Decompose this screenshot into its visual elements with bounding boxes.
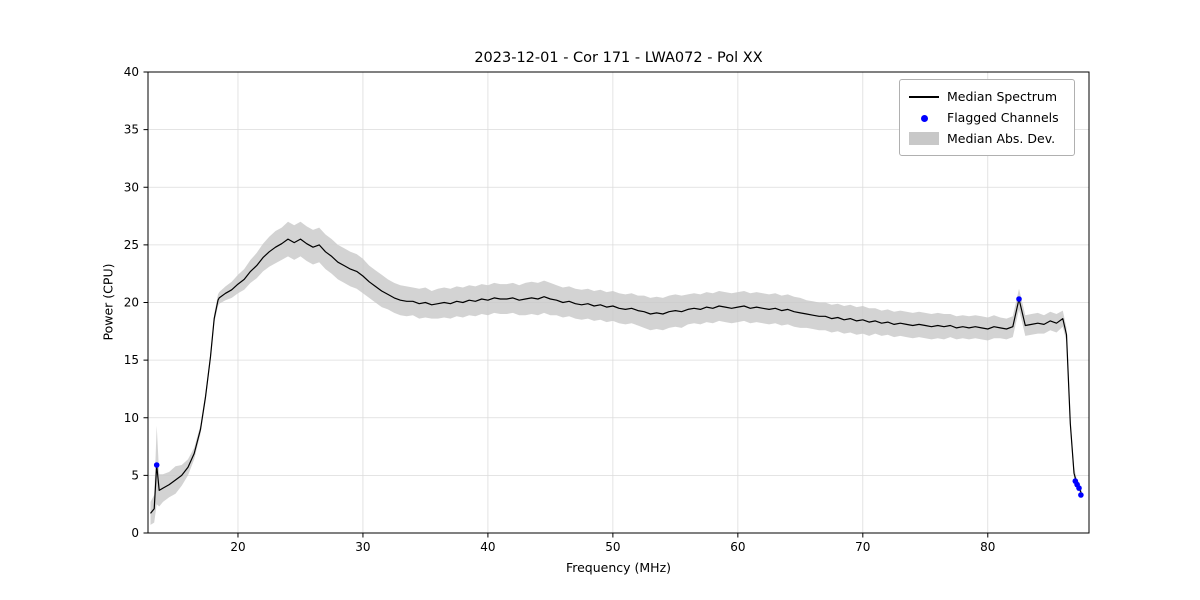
flagged-dot-swatch (909, 110, 939, 125)
legend-item-median-spectrum: Median Spectrum (909, 86, 1065, 107)
y-tick-label: 5 (131, 468, 139, 482)
legend: Median Spectrum Flagged Channels Median … (899, 79, 1075, 156)
flagged-channel-point (1078, 492, 1084, 498)
y-tick-label: 20 (124, 296, 139, 310)
x-tick-label: 20 (230, 540, 245, 554)
y-tick-label: 10 (124, 411, 139, 425)
flagged-channel-point (153, 462, 160, 468)
x-tick-label: 40 (480, 540, 495, 554)
y-tick-label: 40 (124, 65, 139, 79)
flagged-dot-icon (920, 115, 928, 122)
mad-band-swatch (909, 132, 939, 145)
y-tick-label: 0 (131, 526, 139, 540)
median-line-swatch (909, 95, 939, 98)
y-tick-label: 30 (124, 180, 139, 194)
x-axis-label: Frequency (MHz) (565, 560, 672, 575)
flagged-channel-point (1016, 296, 1022, 302)
legend-label-mad-band: Median Abs. Dev. (947, 131, 1056, 146)
x-tick-label: 50 (605, 540, 620, 554)
x-tick-label: 30 (355, 540, 370, 554)
y-axis-label: Power (CPU) (100, 263, 116, 341)
mad-band (150, 221, 1082, 525)
flagged-channel-point (1076, 485, 1082, 491)
chart-title: 2023-12-01 - Cor 171 - LWA072 - Pol XX (474, 50, 763, 66)
legend-item-mad-band: Median Abs. Dev. (909, 128, 1065, 149)
legend-label-median-spectrum: Median Spectrum (947, 89, 1058, 104)
legend-label-flagged-channels: Flagged Channels (947, 110, 1059, 125)
y-tick-label: 35 (124, 123, 139, 137)
x-tick-label: 60 (730, 540, 745, 554)
legend-item-flagged-channels: Flagged Channels (909, 107, 1065, 128)
y-tick-label: 25 (124, 238, 139, 252)
x-tick-label: 70 (855, 540, 870, 554)
y-tick-label: 15 (124, 353, 139, 367)
median-spectrum-line (150, 238, 1083, 514)
x-tick-label: 80 (980, 540, 995, 554)
